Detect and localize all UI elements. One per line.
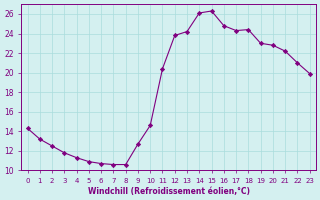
X-axis label: Windchill (Refroidissement éolien,°C): Windchill (Refroidissement éolien,°C) [88,187,250,196]
